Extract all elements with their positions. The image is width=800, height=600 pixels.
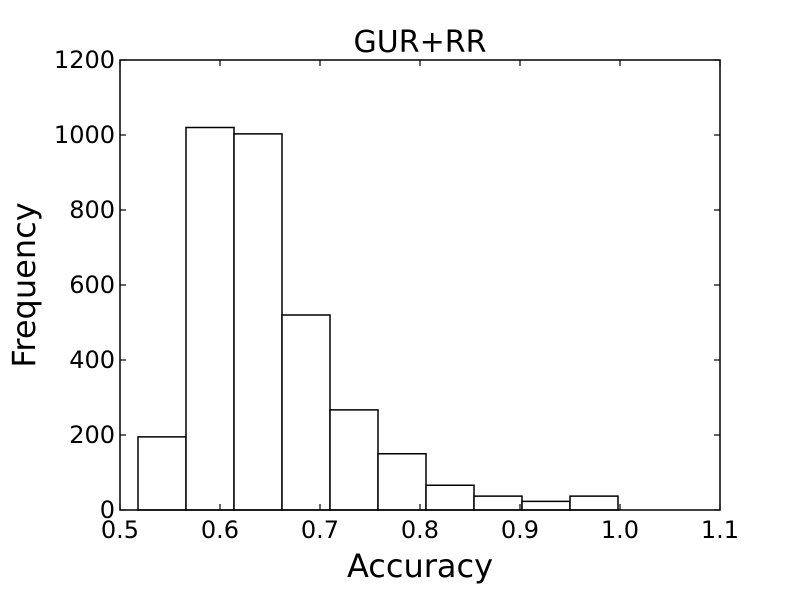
x-tick-label-6: 1.1	[701, 516, 739, 544]
histogram-bar-0	[137, 436, 187, 511]
histogram-bar-9	[569, 495, 619, 511]
x-tick-label-1: 0.6	[201, 516, 239, 544]
y-tick-label-4: 800	[69, 196, 115, 224]
y-tick-label-3: 600	[69, 271, 115, 299]
bars-group	[137, 126, 619, 511]
histogram-bar-5	[377, 453, 427, 511]
x-tick-label-5: 1.0	[601, 516, 639, 544]
histogram-bar-7	[473, 495, 523, 511]
x-axis-title: Accuracy	[347, 547, 493, 585]
y-tick-label-2: 400	[69, 346, 115, 374]
histogram-bar-8	[521, 500, 571, 511]
tick-labels-group: 0.5 0.6 0.7 0.8 0.9 1.0 1.1 0 200 400 600 800 1000 12…	[54, 46, 739, 544]
x-tick-label-0: 0.5	[101, 516, 139, 544]
x-tick-label-2: 0.7	[301, 516, 339, 544]
y-tick-label-6: 1200	[54, 46, 115, 74]
histogram-bar-4	[329, 409, 379, 511]
histogram-bar-2	[233, 133, 283, 511]
histogram-bar-6	[425, 484, 475, 511]
x-tick-label-3: 0.8	[401, 516, 439, 544]
chart-title: GUR+RR	[354, 25, 487, 60]
histogram-bar-3	[281, 314, 331, 511]
y-axis-title: Frequency	[5, 202, 43, 367]
histogram-bar-1	[185, 126, 235, 511]
y-tick-label-0: 0	[100, 496, 115, 524]
y-tick-label-1: 200	[69, 421, 115, 449]
y-tick-label-5: 1000	[54, 121, 115, 149]
plot-frame	[119, 59, 721, 511]
x-tick-label-4: 0.9	[501, 516, 539, 544]
